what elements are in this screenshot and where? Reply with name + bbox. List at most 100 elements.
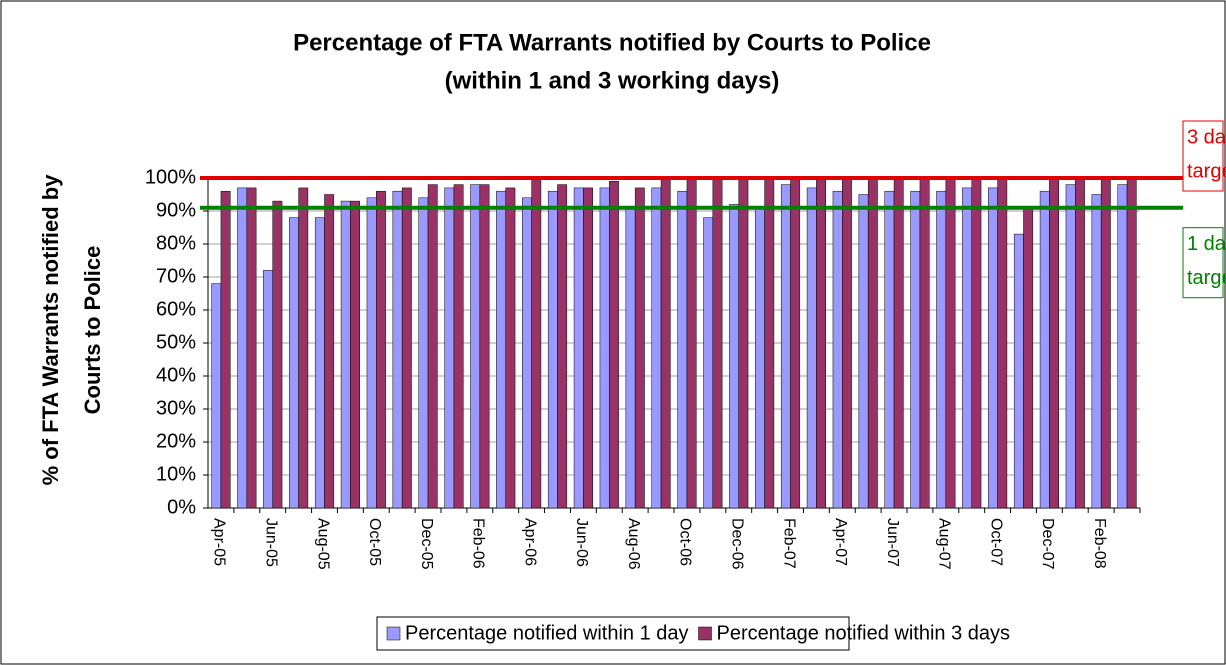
target-label: target xyxy=(1187,267,1226,289)
y-tick-label: 80% xyxy=(156,232,196,254)
y-tick-label: 20% xyxy=(156,430,196,452)
bar xyxy=(1065,184,1076,509)
y-tick-label: 0% xyxy=(167,496,196,518)
bar xyxy=(936,190,947,509)
bar xyxy=(832,190,843,509)
y-axis-label: % of FTA Warrants notified by xyxy=(38,174,63,486)
x-tick-label: Jun-07 xyxy=(884,518,901,567)
bar xyxy=(703,217,714,509)
bar xyxy=(971,177,982,509)
bar xyxy=(340,200,351,509)
bar xyxy=(237,187,248,509)
bar xyxy=(418,197,429,509)
bar xyxy=(496,190,506,509)
bar xyxy=(677,190,688,509)
y-tick-label: 50% xyxy=(156,331,196,353)
bar xyxy=(505,187,516,509)
x-tick-label: Oct-05 xyxy=(366,518,383,566)
bar xyxy=(1126,177,1137,509)
y-tick-label: 40% xyxy=(156,364,196,386)
bar xyxy=(729,204,739,509)
bar xyxy=(884,190,895,509)
bar xyxy=(962,187,972,509)
bar xyxy=(547,190,558,509)
bar xyxy=(755,207,765,509)
bar xyxy=(392,190,403,509)
bar xyxy=(444,187,455,509)
bar xyxy=(531,177,542,509)
bar xyxy=(660,177,671,509)
y-tick-label: 90% xyxy=(156,199,196,221)
bar xyxy=(816,177,826,509)
bar xyxy=(272,200,283,509)
bar xyxy=(1049,177,1059,509)
y-tick-label: 30% xyxy=(156,397,196,419)
x-tick-label: Jun-06 xyxy=(573,518,590,567)
bar xyxy=(599,187,610,509)
x-tick-label: Feb-07 xyxy=(780,518,797,569)
bar xyxy=(263,270,273,509)
x-tick-label: Oct-06 xyxy=(677,518,694,566)
bar xyxy=(427,184,438,509)
x-tick-label: Aug-07 xyxy=(936,518,953,570)
bar xyxy=(1075,177,1085,509)
bar xyxy=(1100,177,1111,509)
bar xyxy=(298,187,309,509)
chart-subtitle: (within 1 and 3 working days) xyxy=(445,67,780,94)
bar xyxy=(634,187,645,509)
target-label: target xyxy=(1187,160,1226,182)
bar xyxy=(573,187,584,509)
legend-label: Percentage notified within 3 days xyxy=(717,622,1011,644)
bar xyxy=(211,283,222,509)
bar xyxy=(945,177,956,509)
bar xyxy=(366,197,377,509)
bar xyxy=(583,187,593,509)
bar xyxy=(479,184,490,509)
x-tick-label: Dec-05 xyxy=(418,518,435,570)
bar xyxy=(910,190,921,509)
bar xyxy=(625,207,636,509)
bar xyxy=(686,177,697,509)
x-tick-label: Feb-08 xyxy=(1091,518,1108,569)
bar xyxy=(324,194,335,509)
x-tick-label: Aug-05 xyxy=(314,518,331,570)
y-tick-label: 60% xyxy=(156,298,196,320)
bar xyxy=(557,184,568,509)
target-label: 1 day xyxy=(1187,233,1226,255)
bar xyxy=(1091,194,1102,509)
x-tick-label: Dec-06 xyxy=(728,518,745,570)
bar xyxy=(453,184,464,509)
x-tick-label: Jun-05 xyxy=(262,518,279,567)
y-axis-label: Courts to Police xyxy=(80,246,105,415)
bar xyxy=(470,184,481,509)
bar xyxy=(314,217,325,509)
target-box xyxy=(1182,227,1224,299)
x-tick-label: Oct-07 xyxy=(987,518,1004,566)
bar xyxy=(919,177,930,509)
bar xyxy=(780,184,791,509)
bar xyxy=(988,187,998,509)
bar xyxy=(893,177,904,509)
bar xyxy=(376,190,386,509)
x-tick-label: Apr-07 xyxy=(832,518,849,566)
bar xyxy=(246,187,257,509)
x-tick-label: Feb-06 xyxy=(470,518,487,569)
legend-box xyxy=(376,616,850,651)
bar xyxy=(522,197,532,509)
x-tick-label: Dec-07 xyxy=(1039,518,1056,570)
bar xyxy=(289,217,299,509)
target-label: 3 day xyxy=(1187,126,1226,148)
bar xyxy=(1023,207,1034,509)
y-tick-label: 100% xyxy=(145,166,196,188)
legend-label: Percentage notified within 1 day xyxy=(405,622,689,644)
y-tick-label: 10% xyxy=(156,463,196,485)
bar xyxy=(401,187,412,509)
y-tick-label: 70% xyxy=(156,265,196,287)
bar xyxy=(1039,190,1050,509)
bar xyxy=(738,177,749,509)
bar xyxy=(1117,184,1128,509)
bar xyxy=(790,177,801,509)
bar xyxy=(651,187,662,509)
